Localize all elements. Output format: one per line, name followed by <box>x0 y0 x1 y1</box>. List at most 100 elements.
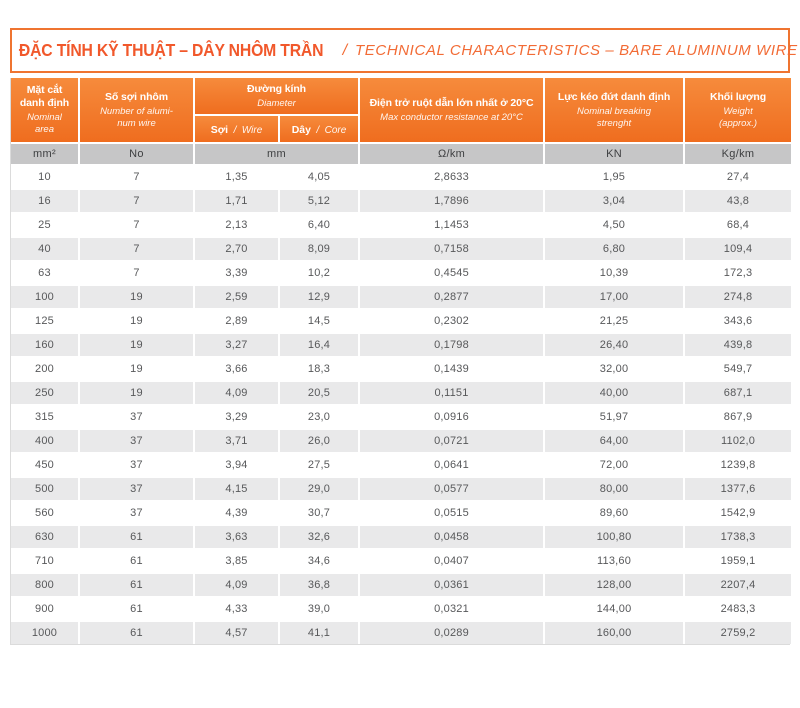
cell: 40,00 <box>543 380 686 406</box>
cell: 26,0 <box>277 428 361 454</box>
cell: 439,8 <box>683 332 792 358</box>
cell: 27,5 <box>277 452 361 478</box>
cell: 7 <box>78 236 195 262</box>
table-row: 1000 61 4,57 41,1 0,0289 160,00 2759,2 <box>11 620 792 644</box>
subheader-wire: Sợi / Wire <box>194 114 280 144</box>
cell: 250 <box>11 380 80 406</box>
table-body: 10 7 1,35 4,05 2,8633 1,95 27,4 16 7 1,71 5,12 1,78… <box>11 164 792 644</box>
cell: 19 <box>78 284 195 310</box>
cell: 0,1439 <box>358 356 546 382</box>
table-row: 160 19 3,27 16,4 0,1798 26,40 439,8 <box>11 332 792 358</box>
cell: 2483,3 <box>683 596 792 622</box>
cell: 710 <box>11 548 80 574</box>
cell: 7 <box>78 212 195 238</box>
cell: 19 <box>78 356 195 382</box>
cell: 41,1 <box>277 620 361 644</box>
cell: 32,00 <box>543 356 686 382</box>
cell: 37 <box>78 428 195 454</box>
cell: 1,1453 <box>358 212 546 238</box>
cell: 3,29 <box>193 404 280 430</box>
cell: 1959,1 <box>683 548 792 574</box>
cell: 19 <box>78 308 195 334</box>
cell: 23,0 <box>277 404 361 430</box>
cell: 450 <box>11 452 80 478</box>
cell: 68,4 <box>683 212 792 238</box>
cell: 1377,6 <box>683 476 792 502</box>
cell: 10,2 <box>277 260 361 286</box>
cell: 80,00 <box>543 476 686 502</box>
cell: 0,4545 <box>358 260 546 286</box>
table-row: 710 61 3,85 34,6 0,0407 113,60 1959,1 <box>11 548 792 574</box>
cell: 800 <box>11 572 80 598</box>
cell: 3,85 <box>193 548 280 574</box>
cell: 0,0458 <box>358 524 546 550</box>
cell: 34,6 <box>277 548 361 574</box>
header-nominal-area: Mặt cắt danh định Nominal area <box>11 78 80 144</box>
cell: 64,00 <box>543 428 686 454</box>
cell: 7 <box>78 164 195 190</box>
cell: 16,4 <box>277 332 361 358</box>
cell: 0,0289 <box>358 620 546 644</box>
cell: 36,8 <box>277 572 361 598</box>
cell: 549,7 <box>683 356 792 382</box>
cell: 274,8 <box>683 284 792 310</box>
cell: 5,12 <box>277 188 361 214</box>
cell: 113,60 <box>543 548 686 574</box>
header-number-of-wires: Số sợi nhôm Number of alumi- num wire <box>78 78 195 144</box>
cell: 0,0916 <box>358 404 546 430</box>
cell: 18,3 <box>277 356 361 382</box>
header-max-resistance: Điện trở ruột dẫn lớn nhất ở 20°C Max co… <box>358 78 546 144</box>
cell: 32,6 <box>277 524 361 550</box>
cell: 560 <box>11 500 80 526</box>
cell: 0,0361 <box>358 572 546 598</box>
table-row: 500 37 4,15 29,0 0,0577 80,00 1377,6 <box>11 476 792 502</box>
cell: 72,00 <box>543 452 686 478</box>
cell: 2207,4 <box>683 572 792 598</box>
cell: 1,71 <box>193 188 280 214</box>
table-row: 450 37 3,94 27,5 0,0641 72,00 1239,8 <box>11 452 792 478</box>
unit-number-of-wires: No <box>78 142 195 166</box>
cell: 172,3 <box>683 260 792 286</box>
cell: 61 <box>78 620 195 644</box>
cell: 12,9 <box>277 284 361 310</box>
cell: 109,4 <box>683 236 792 262</box>
table-row: 630 61 3,63 32,6 0,0458 100,80 1738,3 <box>11 524 792 550</box>
cell: 687,1 <box>683 380 792 406</box>
cell: 0,7158 <box>358 236 546 262</box>
cell: 3,94 <box>193 452 280 478</box>
cell: 343,6 <box>683 308 792 334</box>
table-row: 200 19 3,66 18,3 0,1439 32,00 549,7 <box>11 356 792 382</box>
unit-weight: Kg/km <box>683 142 792 166</box>
cell: 1239,8 <box>683 452 792 478</box>
cell: 6,80 <box>543 236 686 262</box>
cell: 21,25 <box>543 308 686 334</box>
spec-table: Mặt cắt danh định Nominal area Số sợi nh… <box>11 78 792 644</box>
cell: 25 <box>11 212 80 238</box>
cell: 29,0 <box>277 476 361 502</box>
table-row: 40 7 2,70 8,09 0,7158 6,80 109,4 <box>11 236 792 262</box>
cell: 0,0721 <box>358 428 546 454</box>
cell: 63 <box>11 260 80 286</box>
cell: 100 <box>11 284 80 310</box>
cell: 4,33 <box>193 596 280 622</box>
table-row: 25 7 2,13 6,40 1,1453 4,50 68,4 <box>11 212 792 238</box>
header-diameter: Đường kính Diameter <box>192 78 361 116</box>
cell: 0,2302 <box>358 308 546 334</box>
cell: 0,0577 <box>358 476 546 502</box>
cell: 89,60 <box>543 500 686 526</box>
table-row: 400 37 3,71 26,0 0,0721 64,00 1102,0 <box>11 428 792 454</box>
cell: 2,70 <box>193 236 280 262</box>
table-row: 100 19 2,59 12,9 0,2877 17,00 274,8 <box>11 284 792 310</box>
cell: 10 <box>11 164 80 190</box>
table-row: 63 7 3,39 10,2 0,4545 10,39 172,3 <box>11 260 792 286</box>
cell: 900 <box>11 596 80 622</box>
cell: 3,39 <box>193 260 280 286</box>
cell: 3,63 <box>193 524 280 550</box>
cell: 128,00 <box>543 572 686 598</box>
header-breaking-strength: Lực kéo đứt danh định Nominal breaking s… <box>543 78 686 144</box>
cell: 37 <box>78 452 195 478</box>
cell: 0,0321 <box>358 596 546 622</box>
unit-nominal-area: mm² <box>11 142 80 166</box>
cell: 61 <box>78 596 195 622</box>
cell: 8,09 <box>277 236 361 262</box>
